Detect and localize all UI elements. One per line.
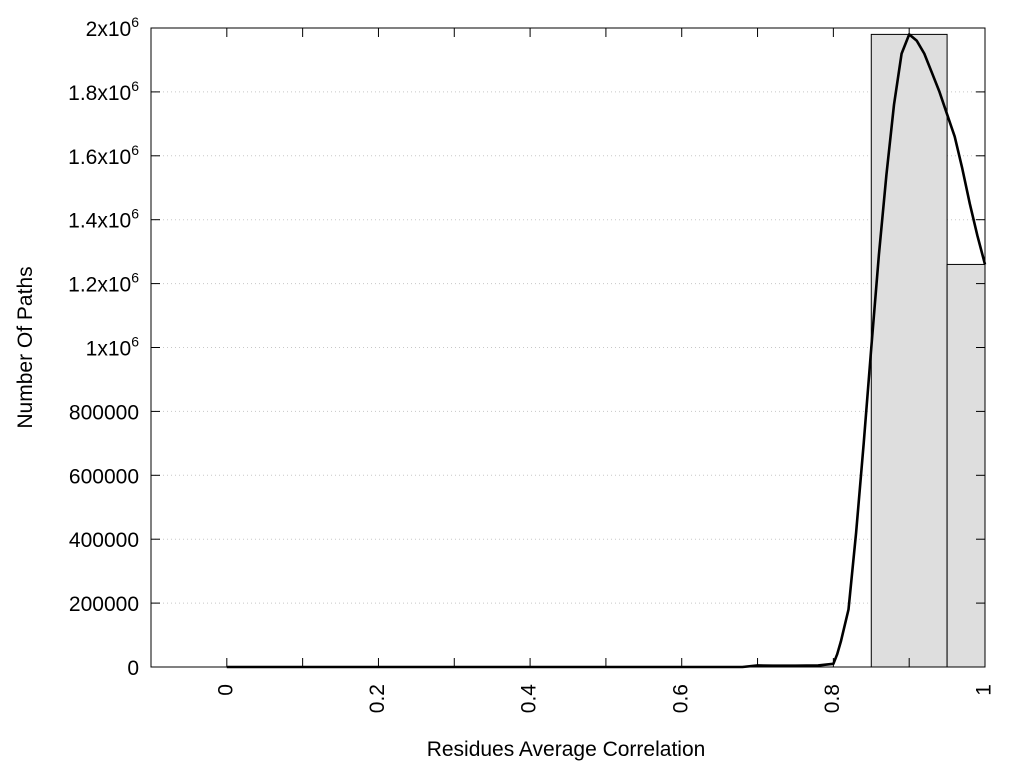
y-axis-label: Number Of Paths — [14, 266, 37, 428]
y-tick-label: 0 — [127, 657, 139, 680]
y-tick-label: 200000 — [69, 593, 139, 616]
x-tick-label: 0 — [214, 684, 237, 696]
x-tick-label: 0.4 — [518, 684, 541, 714]
grid-lines — [151, 91, 985, 604]
y-tick-label: 1.8x106 — [68, 78, 139, 105]
y-axis-ticks: 0 200000 400000 600000 800000 1x106 1.2x106 1.4… — [68, 14, 985, 680]
y-tick-label: 800000 — [69, 401, 139, 424]
histogram-bar — [870, 33, 948, 668]
y-tick-label: 400000 — [69, 529, 139, 552]
x-axis-label: Residues Average Correlation — [427, 738, 706, 761]
x-tick-label: 0.6 — [669, 684, 692, 713]
y-tick-label: 2x106 — [86, 14, 140, 41]
bars — [870, 33, 986, 668]
x-tick-label: 0.2 — [366, 684, 389, 713]
x-axis-ticks: 0 0.2 0.4 0.6 0.8 1 — [214, 28, 996, 714]
histogram-bar — [946, 263, 986, 668]
x-tick-label: 0.8 — [821, 684, 844, 713]
y-tick-label: 600000 — [69, 465, 139, 488]
x-tick-label: 1 — [973, 684, 996, 696]
y-tick-label: 1.2x106 — [68, 270, 139, 297]
y-tick-label: 1x106 — [86, 334, 140, 361]
y-tick-label: 1.6x106 — [68, 142, 139, 169]
y-tick-label: 1.4x106 — [68, 206, 139, 233]
